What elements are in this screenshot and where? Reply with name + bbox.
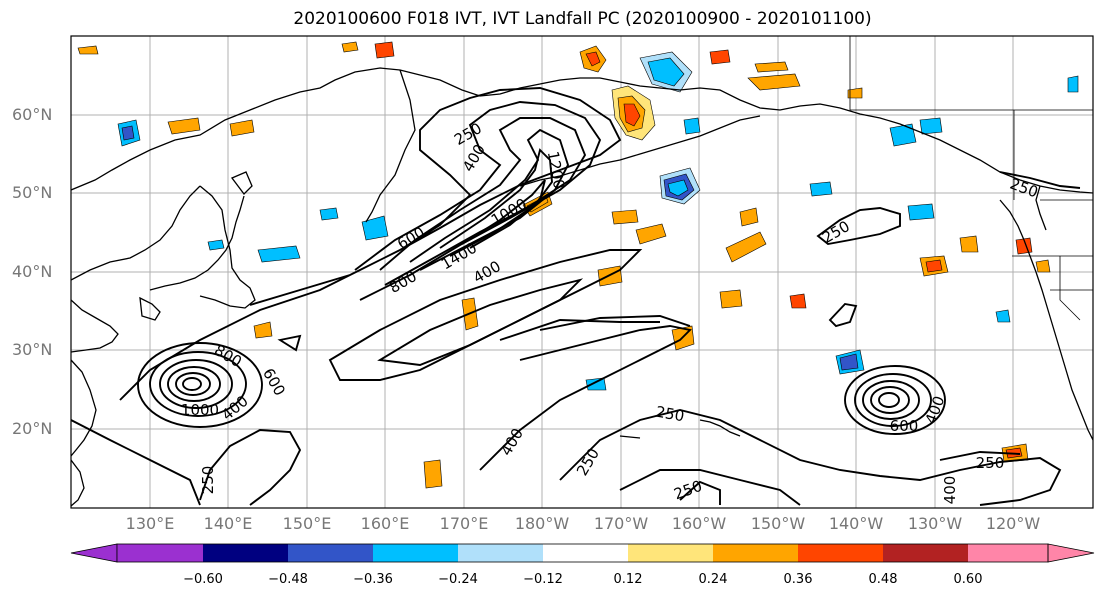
map-title: 2020100600 F018 IVT, IVT Landfall PC (20… bbox=[293, 9, 872, 29]
lon-label-140w: 140°W bbox=[828, 514, 884, 533]
ivt-contours bbox=[71, 87, 1081, 506]
colorbar bbox=[70, 543, 1095, 563]
contour-label: 400 bbox=[941, 475, 959, 505]
colorbar-tick: 0.36 bbox=[783, 572, 813, 587]
colorbar-tick: 0.60 bbox=[953, 572, 983, 587]
colorbar-tick: 0.48 bbox=[868, 572, 898, 587]
colorbar-bin bbox=[373, 544, 458, 562]
lat-label-40n: 40°N bbox=[12, 262, 53, 281]
map-frame bbox=[70, 35, 1094, 509]
colorbar-bin bbox=[543, 544, 628, 562]
colorbar-bin bbox=[628, 544, 713, 562]
colorbar-tick: −0.36 bbox=[353, 572, 393, 587]
colorbar-tick: −0.12 bbox=[523, 572, 563, 587]
lon-label-130w: 130°W bbox=[907, 514, 963, 533]
colorbar-extend-low bbox=[70, 543, 118, 563]
colorbar-bin bbox=[288, 544, 373, 562]
lat-label-30n: 30°N bbox=[12, 340, 53, 359]
colorbar-tick: −0.60 bbox=[183, 572, 223, 587]
colorbar-tick: −0.48 bbox=[268, 572, 308, 587]
colorbar-tick: 0.12 bbox=[613, 572, 643, 587]
lat-label-50n: 50°N bbox=[12, 183, 53, 202]
coastlines bbox=[71, 36, 1093, 507]
colorbar-tick: −0.24 bbox=[438, 572, 478, 587]
colorbar-extend-high bbox=[1047, 543, 1095, 563]
lon-label-160w: 160°W bbox=[671, 514, 727, 533]
colorbar-bin bbox=[203, 544, 288, 562]
lat-label-60n: 60°N bbox=[12, 105, 53, 124]
lon-label-180w: 180°W bbox=[514, 514, 570, 533]
contour-label: 250 bbox=[199, 465, 217, 495]
colorbar-bin bbox=[458, 544, 543, 562]
colorbar-bin bbox=[117, 544, 203, 562]
positive-anomaly-patches bbox=[77, 41, 1051, 489]
colorbar-bin bbox=[968, 544, 1048, 562]
lon-label-170w: 170°W bbox=[593, 514, 649, 533]
contour-label: 250 bbox=[975, 454, 1005, 472]
lon-label-150e: 150°E bbox=[282, 514, 332, 533]
colorbar-bin bbox=[713, 544, 798, 562]
lon-label-130e: 130°E bbox=[125, 514, 175, 533]
graticule bbox=[71, 36, 1093, 508]
contour-label: 1000 bbox=[180, 401, 220, 419]
colorbar-tick: 0.24 bbox=[698, 572, 728, 587]
colorbar-bin bbox=[798, 544, 883, 562]
lon-label-120w: 120°W bbox=[985, 514, 1041, 533]
lon-label-150w: 150°W bbox=[750, 514, 806, 533]
lon-label-140e: 140°E bbox=[203, 514, 253, 533]
lon-label-170e: 170°E bbox=[439, 514, 489, 533]
colorbar-bin bbox=[883, 544, 968, 562]
lat-label-20n: 20°N bbox=[12, 419, 53, 438]
contour-label: 600 bbox=[889, 417, 919, 435]
pc-shading bbox=[77, 41, 1079, 489]
negative-anomaly-patches bbox=[117, 51, 1079, 391]
lon-label-160e: 160°E bbox=[360, 514, 410, 533]
